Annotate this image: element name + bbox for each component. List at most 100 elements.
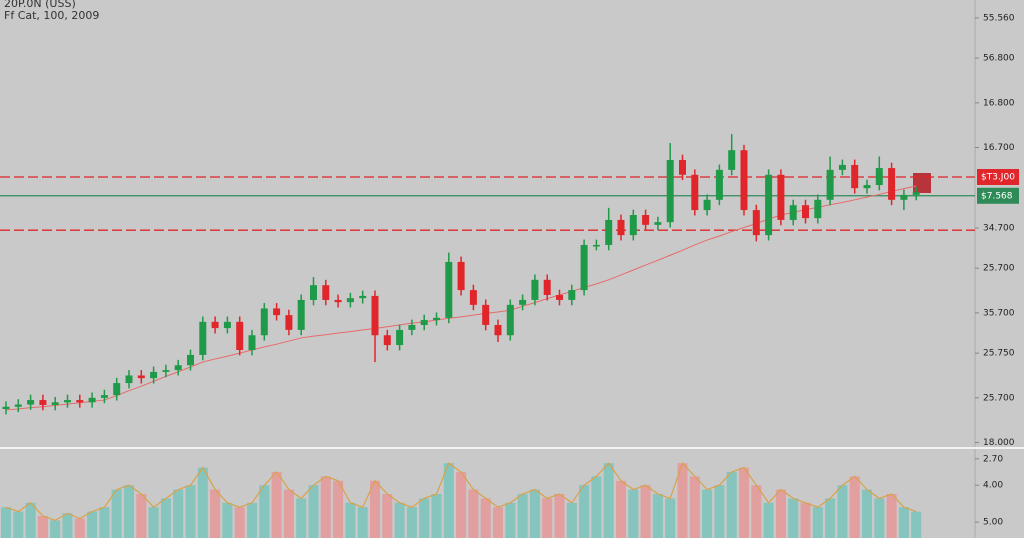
- volume-bar: [652, 494, 663, 538]
- candle-body: [543, 279, 551, 296]
- candle-body: [27, 400, 35, 405]
- y-tick-label: 18.000: [983, 438, 1015, 448]
- y-tick-label: 25.750: [983, 349, 1015, 359]
- candle-body: [223, 321, 231, 329]
- candle-body: [260, 308, 268, 336]
- candle-body: [703, 199, 711, 211]
- volume-bar: [825, 498, 836, 538]
- candle-body: [875, 168, 883, 186]
- y-tick-label: 16.700: [983, 143, 1015, 153]
- volume-bar: [591, 476, 602, 538]
- candle-body: [826, 169, 834, 200]
- volume-bar: [468, 489, 479, 538]
- candle-body: [802, 205, 809, 219]
- y-tick-label: 16.800: [983, 98, 1015, 108]
- volume-bar: [197, 467, 208, 538]
- candle-body: [863, 185, 871, 189]
- volume-bar: [616, 480, 626, 538]
- volume-bar: [357, 507, 368, 538]
- volume-bar: [751, 485, 762, 538]
- volume-bar: [456, 472, 467, 538]
- volume-bar: [517, 494, 528, 538]
- candle-body: [556, 295, 563, 300]
- volume-bar: [529, 489, 540, 538]
- y-tick-label: 34.700: [983, 223, 1015, 233]
- volume-bar: [665, 498, 676, 538]
- volume-bar: [370, 480, 380, 538]
- volume-bar: [911, 511, 922, 538]
- volume-bar: [283, 489, 294, 538]
- volume-bar: [394, 502, 405, 538]
- candle-body: [445, 261, 453, 318]
- volume-bar: [185, 485, 196, 538]
- candle-body: [125, 375, 133, 384]
- candle-body: [789, 205, 797, 220]
- level-label: $7.568: [981, 191, 1013, 201]
- volume-bar: [812, 507, 823, 538]
- volume-tick-label: 5.00: [983, 518, 1003, 528]
- candle-body: [592, 244, 600, 247]
- volume-bar: [13, 511, 24, 538]
- candle-body: [568, 290, 576, 300]
- candle-body: [912, 192, 920, 195]
- volume-bar: [505, 502, 516, 538]
- candle-body: [285, 315, 293, 330]
- volume-bar: [333, 480, 344, 538]
- volume-bar: [320, 476, 331, 538]
- volume-bar: [579, 485, 590, 538]
- volume-bar: [210, 489, 221, 538]
- candle-body: [2, 406, 10, 410]
- volume-bar: [788, 498, 799, 538]
- volume-tick-label: 2.70: [983, 454, 1003, 464]
- y-tick-label: 55.560: [983, 13, 1015, 23]
- volume-bar: [628, 489, 639, 538]
- candle-body: [187, 354, 194, 366]
- volume-bar: [308, 485, 319, 538]
- volume-bar: [726, 472, 737, 538]
- volume-bar: [111, 489, 122, 538]
- volume-bar: [99, 507, 110, 538]
- volume-bar: [714, 485, 725, 538]
- volume-bar: [837, 485, 848, 538]
- level-tag: [977, 187, 1019, 204]
- volume-bar: [542, 498, 553, 538]
- volume-bar: [886, 494, 897, 538]
- candle-body: [137, 375, 145, 379]
- candle-body: [691, 174, 699, 211]
- candle-body: [322, 285, 330, 300]
- candle-body: [420, 320, 428, 325]
- volume-bar: [234, 507, 245, 538]
- volume-bar: [640, 485, 651, 538]
- candle-body: [383, 335, 391, 346]
- candle-body: [506, 304, 514, 336]
- candle-body: [88, 397, 96, 403]
- candle-body: [236, 321, 244, 351]
- volume-bar: [603, 463, 614, 538]
- candle-body: [752, 210, 760, 236]
- candle-body: [39, 400, 47, 405]
- candle-body: [494, 324, 502, 336]
- y-tick-label: 25.700: [983, 393, 1015, 403]
- volume-bar: [259, 485, 270, 538]
- volume-bar: [566, 502, 577, 538]
- volume-bar: [800, 502, 811, 538]
- volume-bar: [25, 502, 36, 538]
- volume-bar: [898, 507, 909, 538]
- candle-body: [310, 285, 317, 300]
- candle-body: [199, 321, 207, 355]
- candle-body: [162, 370, 170, 372]
- candle-body: [14, 404, 22, 407]
- volume-bar: [431, 494, 442, 538]
- candle-body: [482, 304, 490, 325]
- candle-body: [851, 164, 859, 189]
- candle-body: [346, 298, 354, 303]
- candle-body: [715, 169, 723, 200]
- volume-bar: [874, 498, 885, 538]
- volume-bar: [702, 489, 713, 538]
- candle-body: [740, 150, 748, 211]
- volume-bar: [124, 485, 134, 538]
- candle-body: [629, 215, 637, 236]
- candle-body: [100, 395, 108, 398]
- volume-bar: [37, 516, 48, 538]
- volume-bar: [160, 498, 171, 538]
